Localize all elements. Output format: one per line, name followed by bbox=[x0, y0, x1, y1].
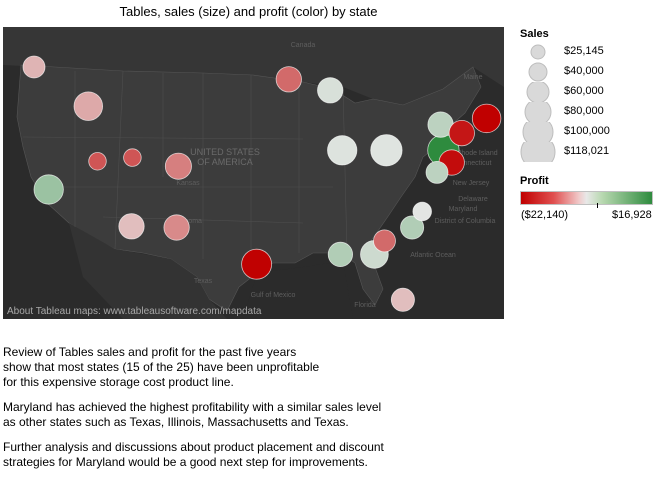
mexico-land bbox=[69, 223, 227, 319]
state-bubble[interactable] bbox=[73, 91, 104, 121]
state-bubble[interactable] bbox=[118, 213, 145, 240]
sales-legend-label: $100,000 bbox=[564, 125, 610, 137]
profit-legend-title: Profit bbox=[520, 175, 549, 187]
place-label: District of Columbia bbox=[435, 218, 496, 225]
state-bubble[interactable] bbox=[370, 134, 403, 167]
place-label: Atlantic Ocean bbox=[410, 252, 456, 259]
profit-min-label: ($22,140) bbox=[521, 209, 569, 221]
state-bubble[interactable] bbox=[164, 152, 192, 180]
state-bubble[interactable] bbox=[390, 287, 415, 312]
state-bubble[interactable] bbox=[327, 241, 353, 267]
state-bubble[interactable] bbox=[163, 214, 190, 241]
state-bubble[interactable] bbox=[88, 152, 107, 171]
sales-legend-item: $100,000 bbox=[520, 122, 657, 142]
state-bubbles bbox=[22, 55, 502, 312]
state-bubble[interactable] bbox=[471, 103, 502, 134]
note-paragraph-2: Maryland has achieved the highest profit… bbox=[3, 400, 382, 429]
place-label: Florida bbox=[354, 302, 376, 309]
sales-legend-label: $40,000 bbox=[564, 65, 604, 77]
notes: Review of Tables sales and profit for th… bbox=[3, 345, 503, 480]
sales-legend-swatch bbox=[528, 62, 548, 82]
profit-max-label: $16,928 bbox=[612, 209, 652, 221]
map-credit[interactable]: About Tableau maps: www.tableausoftware.… bbox=[7, 306, 262, 317]
state-bubble[interactable] bbox=[317, 77, 344, 104]
sales-legend-swatch bbox=[520, 142, 556, 162]
sales-legend-circle bbox=[530, 44, 546, 60]
sales-legend-label: $60,000 bbox=[564, 85, 604, 97]
sales-legend-circle bbox=[520, 142, 556, 162]
place-label: Connecticut bbox=[455, 160, 492, 167]
sales-legend-swatch bbox=[522, 122, 554, 142]
sales-legend-item: $40,000 bbox=[520, 62, 657, 82]
state-bubble[interactable] bbox=[412, 201, 432, 222]
gulf-water bbox=[243, 261, 353, 319]
state-bubble[interactable] bbox=[448, 120, 475, 147]
state-bubble[interactable] bbox=[373, 229, 396, 253]
note-paragraph-3: Further analysis and discussions about p… bbox=[3, 440, 384, 469]
sales-legend-circle bbox=[524, 102, 552, 122]
state-borders bbox=[22, 70, 348, 263]
sales-legend-swatch bbox=[524, 102, 552, 122]
place-label: Maine bbox=[463, 74, 482, 81]
place-label: Texas bbox=[194, 278, 213, 285]
sales-legend-item: $80,000 bbox=[520, 102, 657, 122]
profit-gradient bbox=[520, 191, 653, 205]
place-label: Canada bbox=[291, 42, 316, 49]
sales-legend-swatch bbox=[526, 82, 550, 102]
state-bubble[interactable] bbox=[400, 215, 425, 240]
place-label: Kansas bbox=[176, 180, 200, 187]
sales-legend-swatch bbox=[530, 44, 546, 60]
state-bubble[interactable] bbox=[275, 66, 302, 93]
sales-legend-label: $25,145 bbox=[564, 45, 604, 57]
state-bubble[interactable] bbox=[33, 174, 64, 205]
sales-legend-item: $25,145 bbox=[520, 42, 657, 62]
state-bubble[interactable] bbox=[327, 135, 358, 166]
sales-legend-label: $80,000 bbox=[564, 105, 604, 117]
state-bubble[interactable] bbox=[425, 160, 449, 184]
place-label: Rhode Island bbox=[456, 150, 497, 157]
sales-legend-item: $60,000 bbox=[520, 82, 657, 102]
place-label: Delaware bbox=[458, 196, 488, 203]
sales-legend-title: Sales bbox=[520, 28, 549, 40]
legend: Sales $25,145 $40,000 $60,000 $80,000 $100,0… bbox=[520, 28, 657, 162]
sales-legend-label: $118,021 bbox=[564, 145, 610, 157]
sales-legend-circle bbox=[526, 82, 550, 102]
sales-legend-item: $118,021 bbox=[520, 142, 657, 162]
place-label: Gulf of Mexico bbox=[251, 292, 296, 299]
canada-land bbox=[3, 27, 504, 105]
country-label: UNITED STATES OF AMERICA bbox=[190, 147, 260, 167]
note-paragraph-1: Review of Tables sales and profit for th… bbox=[3, 345, 320, 389]
state-bubble[interactable] bbox=[22, 55, 46, 79]
state-bubble[interactable] bbox=[123, 148, 142, 167]
place-label: Maryland bbox=[449, 206, 478, 213]
sales-legend-circle bbox=[528, 62, 548, 82]
state-bubble[interactable] bbox=[241, 248, 273, 280]
place-label: New Jersey bbox=[453, 180, 490, 187]
profit-zero-tick bbox=[597, 203, 598, 208]
chart-title: Tables, sales (size) and profit (color) … bbox=[119, 4, 378, 19]
sales-legend-circle bbox=[522, 122, 554, 142]
